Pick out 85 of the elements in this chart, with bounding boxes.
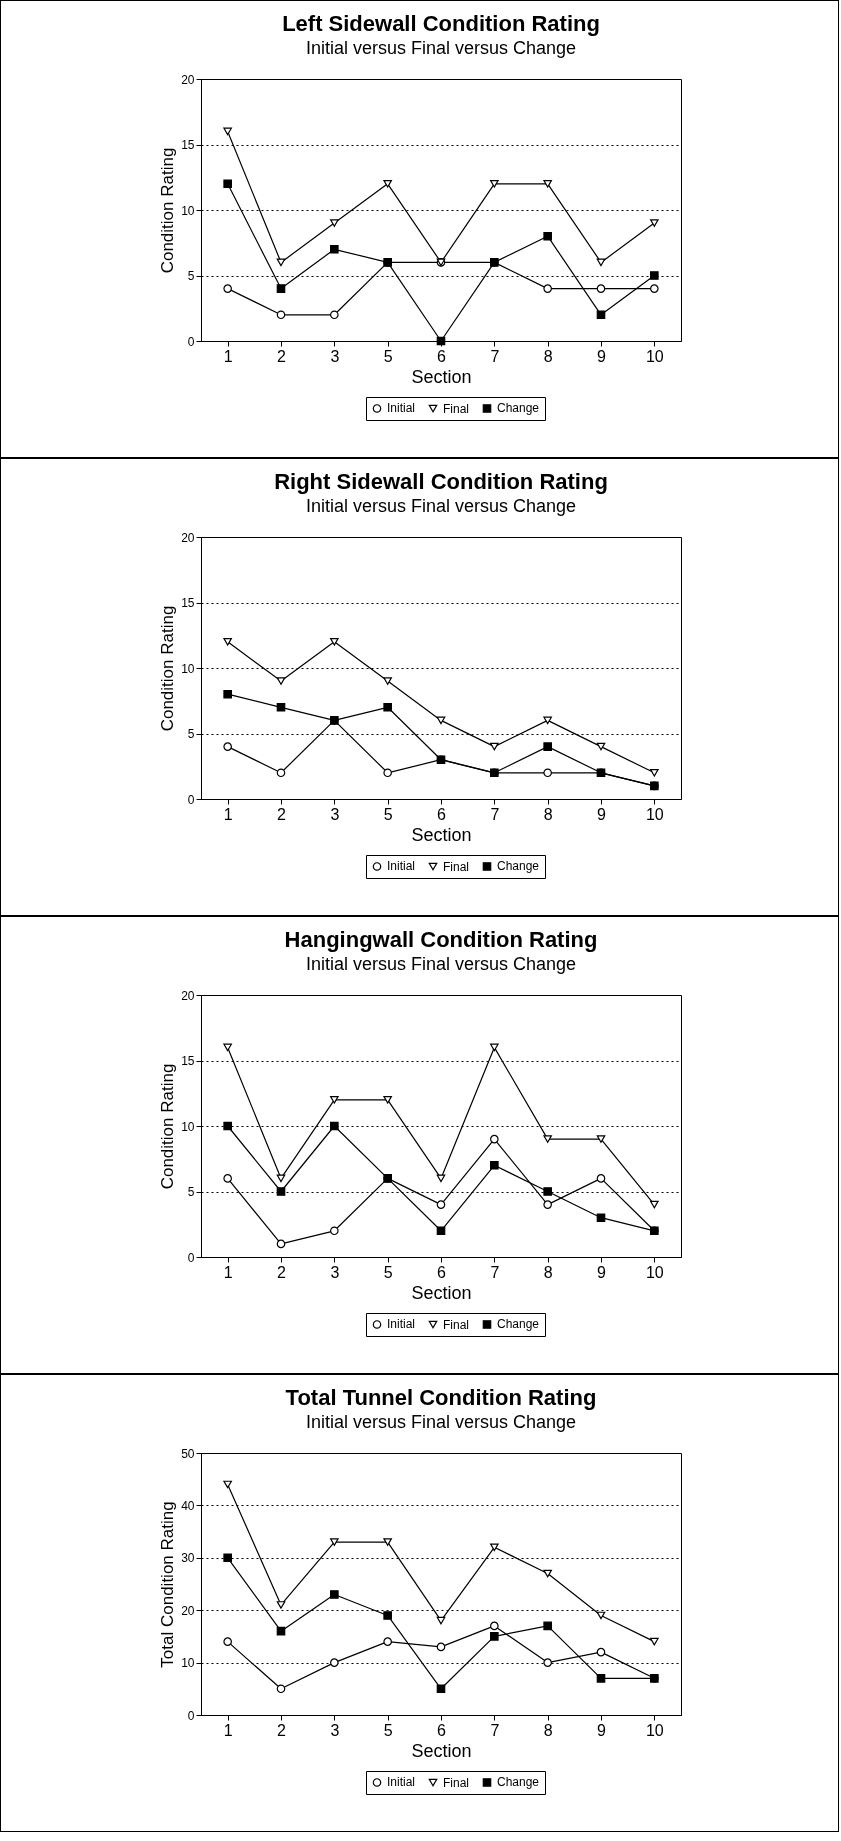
- x-tick-label: 2: [277, 805, 287, 823]
- x-tick-label: 10: [645, 347, 664, 365]
- chart-title: Total Tunnel Condition Rating: [285, 1385, 597, 1410]
- legend-label: Initial: [387, 859, 416, 874]
- x-tick-label: 5: [383, 1263, 393, 1281]
- chart-title: Left Sidewall Condition Rating: [282, 11, 600, 36]
- legend-label: Final: [443, 1775, 470, 1790]
- x-tick-label: 3: [330, 1263, 340, 1281]
- chart-title: Right Sidewall Condition Rating: [274, 469, 608, 494]
- legend-label: Initial: [387, 401, 416, 416]
- y-tick-label: 10: [181, 1656, 195, 1671]
- x-tick-label: 7: [490, 805, 500, 823]
- x-tick-label: 9: [597, 347, 607, 365]
- y-tick-label: 40: [181, 1498, 195, 1513]
- x-tick-label: 5: [383, 805, 393, 823]
- y-tick-label: 20: [181, 1603, 195, 1618]
- legend-label: Final: [443, 401, 470, 416]
- legend-label: Change: [497, 401, 540, 416]
- x-axis-title: Section: [411, 1282, 472, 1303]
- x-tick-label: 9: [597, 1721, 607, 1739]
- y-tick-label: 15: [181, 596, 195, 610]
- x-tick-label: 10: [645, 1721, 664, 1739]
- y-tick-label: 0: [187, 1708, 195, 1723]
- x-axis-title: Section: [411, 824, 472, 845]
- y-tick-label: 20: [181, 72, 195, 87]
- chart-title: Hangingwall Condition Rating: [284, 927, 598, 952]
- x-tick-label: 1: [223, 1263, 233, 1281]
- x-tick-label: 10: [645, 1263, 664, 1281]
- chart-subtitle: Initial versus Final versus Change: [305, 954, 577, 974]
- y-tick-label: 10: [181, 1119, 195, 1134]
- x-tick-label: 2: [277, 347, 287, 365]
- legend-label: Change: [497, 859, 540, 874]
- y-tick-label: 5: [187, 727, 195, 741]
- x-tick-label: 1: [223, 347, 233, 365]
- x-axis-title: Section: [411, 1740, 472, 1761]
- x-tick-label: 2: [277, 1263, 287, 1281]
- x-tick-label: 6: [437, 1721, 447, 1739]
- y-tick-label: 5: [187, 1185, 195, 1199]
- x-axis-title: Section: [411, 366, 472, 387]
- y-axis-title: Condition Rating: [158, 147, 178, 274]
- y-axis-title: Total Condition Rating: [158, 1501, 178, 1668]
- x-tick-label: 6: [437, 347, 447, 365]
- x-tick-label: 8: [543, 1721, 553, 1739]
- y-tick-label: 10: [181, 661, 195, 676]
- chart-subtitle: Initial versus Final versus Change: [305, 38, 577, 58]
- y-tick-label: 50: [181, 1446, 195, 1461]
- y-tick-label: 30: [181, 1551, 195, 1566]
- x-tick-label: 7: [490, 347, 500, 365]
- y-tick-label: 15: [181, 1054, 195, 1068]
- y-axis-title: Condition Rating: [158, 605, 178, 732]
- x-tick-label: 9: [597, 1263, 607, 1281]
- legend-label: Initial: [387, 1775, 416, 1790]
- x-tick-label: 7: [490, 1263, 500, 1281]
- legend-label: Change: [497, 1317, 540, 1332]
- legend-label: Change: [497, 1775, 540, 1790]
- x-tick-label: 8: [543, 805, 553, 823]
- x-tick-label: 1: [223, 1721, 233, 1739]
- x-tick-label: 3: [330, 347, 340, 365]
- y-tick-label: 0: [187, 1250, 195, 1265]
- chart-subtitle: Initial versus Final versus Change: [305, 1412, 577, 1432]
- x-tick-label: 7: [490, 1721, 500, 1739]
- x-tick-label: 9: [597, 805, 607, 823]
- x-tick-label: 2: [277, 1721, 287, 1739]
- y-tick-label: 15: [181, 138, 195, 152]
- x-tick-label: 5: [383, 1721, 393, 1739]
- legend-label: Final: [443, 1317, 470, 1332]
- x-tick-label: 6: [437, 1263, 447, 1281]
- y-tick-label: 0: [187, 792, 195, 807]
- x-tick-label: 3: [330, 1721, 340, 1739]
- x-tick-label: 10: [645, 805, 664, 823]
- x-tick-label: 5: [383, 347, 393, 365]
- y-tick-label: 5: [187, 269, 195, 283]
- chart-subtitle: Initial versus Final versus Change: [305, 496, 577, 516]
- y-tick-label: 20: [181, 988, 195, 1003]
- y-axis-title: Condition Rating: [158, 1063, 178, 1190]
- y-tick-label: 10: [181, 203, 195, 218]
- legend-label: Final: [443, 859, 470, 874]
- y-tick-label: 0: [187, 334, 195, 349]
- x-tick-label: 1: [223, 805, 233, 823]
- x-tick-label: 8: [543, 347, 553, 365]
- y-tick-label: 20: [181, 530, 195, 545]
- x-tick-label: 6: [437, 805, 447, 823]
- x-tick-label: 3: [330, 805, 340, 823]
- legend-label: Initial: [387, 1317, 416, 1332]
- x-tick-label: 8: [543, 1263, 553, 1281]
